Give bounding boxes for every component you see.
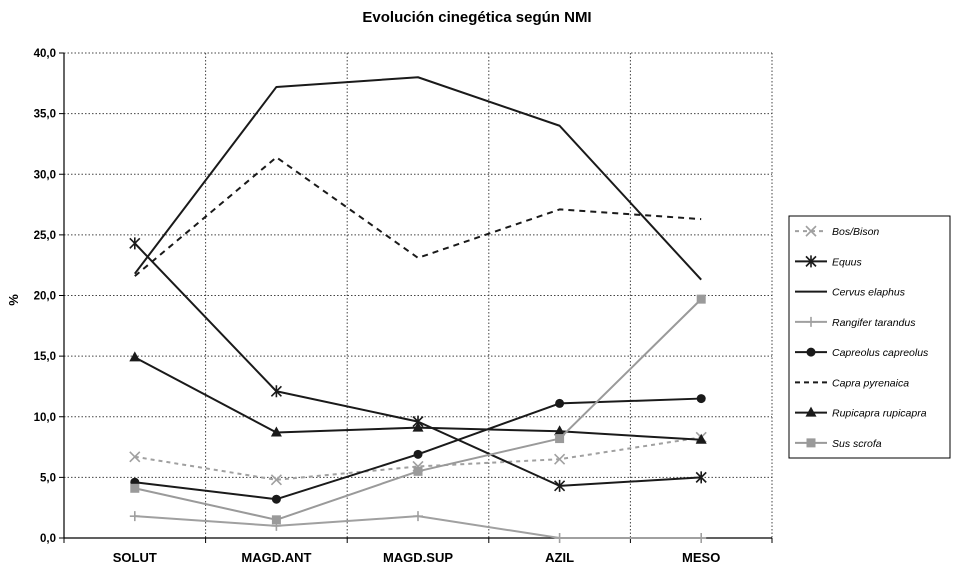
y-tick-label: 0,0 <box>40 533 56 545</box>
y-tick-label: 30,0 <box>34 169 56 181</box>
data-point <box>129 451 141 463</box>
x-tick-label: MAGD.ANT <box>241 550 311 565</box>
data-point <box>129 237 141 250</box>
legend-marker <box>805 225 817 237</box>
series-line <box>134 436 702 481</box>
data-point <box>696 294 706 304</box>
series-2 <box>134 76 702 281</box>
legend-item: Bos/Bison <box>795 225 879 238</box>
legend-marker <box>806 316 816 327</box>
series-6 <box>129 351 707 444</box>
data-point <box>270 426 282 437</box>
gridlines <box>64 52 773 538</box>
data-point <box>555 434 565 444</box>
data-point <box>696 394 706 404</box>
x-tick-label: AZIL <box>545 550 574 565</box>
data-point <box>129 511 140 522</box>
legend-label: Rupicapra rupicapra <box>832 408 927 420</box>
data-point <box>271 515 281 525</box>
x-tick-labels: SOLUT MAGD.ANT MAGD.SUP AZIL MESO <box>113 550 721 565</box>
y-tick-label: 20,0 <box>34 291 56 303</box>
legend-marker <box>806 438 816 448</box>
y-tick-label: 5,0 <box>40 472 56 484</box>
y-tick-label: 15,0 <box>34 351 56 363</box>
series-5 <box>134 156 702 277</box>
legend-marker <box>805 255 817 268</box>
data-point <box>695 471 707 484</box>
series-3 <box>129 511 707 543</box>
series-4 <box>130 394 706 504</box>
legend-marker <box>805 406 817 417</box>
x-tick-label: MAGD.SUP <box>383 550 453 565</box>
legend-marker <box>806 347 816 357</box>
legend-item: Rupicapra rupicapra <box>795 406 927 420</box>
series-line <box>134 156 702 277</box>
data-point <box>413 449 423 459</box>
legend-label: Sus scrofa <box>832 438 882 450</box>
data-point <box>554 425 566 436</box>
y-tick-label: 25,0 <box>34 230 56 242</box>
legend-label: Equus <box>832 256 863 268</box>
y-tick-label: 40,0 <box>34 48 56 60</box>
legend-item: Capreolus capreolus <box>795 347 929 359</box>
legend-label: Capra pyrenaica <box>832 377 909 389</box>
y-tick-label: 35,0 <box>34 109 56 121</box>
data-point <box>129 351 141 362</box>
data-point <box>413 511 423 522</box>
legend-item: Sus scrofa <box>795 438 882 450</box>
legend-label: Cervus elaphus <box>832 287 906 299</box>
legend-item: Rangifer tarandus <box>795 316 916 329</box>
data-point <box>271 494 281 504</box>
legend-label: Rangifer tarandus <box>832 317 916 329</box>
y-axis-label: % <box>6 294 21 306</box>
x-tick-label: MESO <box>682 550 720 565</box>
legend-item: Equus <box>795 255 863 268</box>
data-point <box>130 483 140 493</box>
series-line <box>134 242 702 487</box>
data-point <box>270 385 282 398</box>
legend-item: Cervus elaphus <box>795 287 906 299</box>
series-1 <box>129 237 707 492</box>
plot-series <box>129 76 707 543</box>
series-7 <box>130 294 706 525</box>
y-tick-label: 10,0 <box>34 412 56 424</box>
data-point <box>695 433 707 444</box>
series-line <box>134 397 702 501</box>
series-line <box>134 76 702 281</box>
legend-box <box>788 215 951 459</box>
y-tick-labels: 0,0 5,0 10,0 15,0 20,0 25,0 30,0 35,0 40,0 <box>34 48 56 545</box>
data-point <box>413 466 423 476</box>
data-point <box>554 533 565 543</box>
data-point <box>696 533 707 543</box>
data-point <box>554 453 566 465</box>
legend-label: Bos/Bison <box>832 226 879 238</box>
legend-label: Capreolus capreolus <box>832 347 929 359</box>
data-point <box>555 398 565 408</box>
x-tick-label: SOLUT <box>113 550 157 565</box>
chart-title: Evolución cinegética según NMI <box>362 9 591 26</box>
data-point <box>270 474 282 486</box>
legend-item: Capra pyrenaica <box>795 377 909 389</box>
legend: Bos/Bison Equus Cervus elaphus Rangifer tar… <box>788 215 951 459</box>
data-point <box>412 421 424 432</box>
data-point <box>554 479 566 492</box>
